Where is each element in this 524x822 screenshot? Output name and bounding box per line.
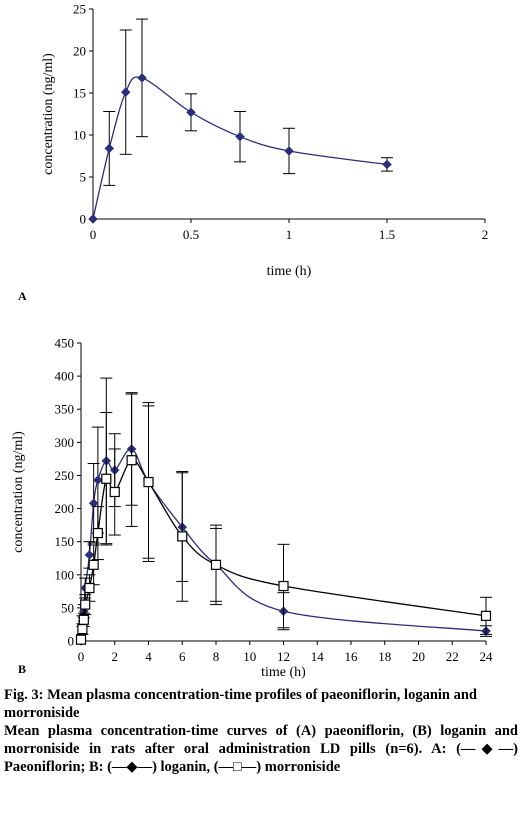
data-point-square bbox=[177, 531, 188, 542]
y-tick-label: 350 bbox=[55, 402, 75, 417]
x-tick-label: 14 bbox=[311, 649, 325, 664]
y-tick-label: 15 bbox=[73, 86, 86, 101]
x-tick-label: 2 bbox=[112, 649, 119, 664]
data-point-diamond bbox=[84, 550, 95, 560]
data-point-diamond bbox=[104, 143, 115, 154]
y-tick-label: 50 bbox=[61, 600, 74, 615]
x-tick-label: 0 bbox=[90, 227, 97, 242]
x-tick-label: 12 bbox=[277, 649, 290, 664]
x-tick-label: 6 bbox=[179, 649, 186, 664]
y-tick-label: 20 bbox=[73, 44, 86, 59]
x-tick-label: 16 bbox=[345, 649, 359, 664]
data-point-diamond bbox=[88, 214, 98, 224]
y-tick-label: 150 bbox=[55, 534, 75, 549]
data-point-square bbox=[88, 559, 99, 570]
caption-title: Fig. 3: Mean plasma concentration-time p… bbox=[4, 687, 477, 721]
x-tick-label: 4 bbox=[145, 649, 152, 664]
data-point-square bbox=[78, 614, 89, 625]
data-point-square bbox=[101, 473, 112, 484]
caption-body: Mean plasma concentration-time curves of… bbox=[4, 723, 518, 775]
data-point-square bbox=[109, 486, 120, 498]
data-point-square bbox=[80, 599, 91, 610]
y-tick-label: 450 bbox=[55, 336, 75, 351]
data-point-square bbox=[278, 580, 289, 592]
data-point-diamond bbox=[120, 87, 131, 98]
data-point-diamond bbox=[88, 498, 99, 509]
data-point-square bbox=[143, 476, 154, 488]
figure-caption: Fig. 3: Mean plasma concentration-time p… bbox=[4, 686, 518, 776]
x-tick-label: 22 bbox=[446, 649, 459, 664]
y-tick-label: 0 bbox=[68, 634, 75, 649]
x-tick-label: 8 bbox=[213, 649, 220, 664]
data-point-square bbox=[126, 455, 137, 466]
data-point-square bbox=[77, 623, 88, 635]
data-point-square bbox=[75, 634, 87, 645]
y-tick-label: 250 bbox=[55, 468, 75, 483]
x-tick-label: 24 bbox=[480, 649, 494, 664]
x-tick-label: 2 bbox=[482, 227, 489, 242]
x-tick-label: 20 bbox=[412, 649, 425, 664]
y-tick-label: 400 bbox=[55, 369, 75, 384]
y-tick-label: 100 bbox=[55, 567, 75, 582]
x-tick-label: 10 bbox=[243, 649, 256, 664]
data-point-diamond bbox=[284, 146, 294, 156]
data-point-diamond bbox=[93, 475, 103, 485]
data-point-diamond bbox=[382, 159, 392, 170]
data-point-square bbox=[480, 610, 492, 621]
x-tick-label: 0 bbox=[78, 649, 85, 664]
y-tick-label: 200 bbox=[55, 501, 75, 516]
data-point-diamond bbox=[137, 73, 147, 83]
y-axis-label: concentration (ng/ml) bbox=[41, 53, 56, 175]
y-tick-label: 0 bbox=[80, 212, 87, 227]
data-point-square bbox=[84, 582, 95, 594]
panel-label: B bbox=[18, 662, 26, 676]
panel-label: A bbox=[18, 289, 27, 303]
data-point-diamond bbox=[186, 107, 196, 118]
x-tick-label: 1.5 bbox=[379, 227, 395, 242]
chart-panel-a: 0 5 10 15 20 25 0 0.5 1 1.5 2 time (h) concentration… bbox=[18, 2, 488, 304]
data-point-square bbox=[92, 527, 103, 539]
y-tick-label: 5 bbox=[80, 170, 87, 185]
data-point-square bbox=[210, 559, 222, 570]
x-tick-label: 18 bbox=[378, 649, 391, 664]
y-tick-label: 300 bbox=[55, 435, 75, 450]
x-axis-label: time (h) bbox=[267, 264, 312, 279]
x-tick-label: 0.5 bbox=[183, 227, 199, 242]
x-tick-label: 1 bbox=[286, 227, 293, 242]
y-tick-label: 10 bbox=[73, 128, 86, 143]
y-axis-label: concentration (ng/ml) bbox=[11, 431, 26, 553]
x-axis-label: time (h) bbox=[261, 665, 306, 680]
y-tick-label: 25 bbox=[73, 2, 86, 17]
data-point-diamond bbox=[235, 131, 245, 142]
